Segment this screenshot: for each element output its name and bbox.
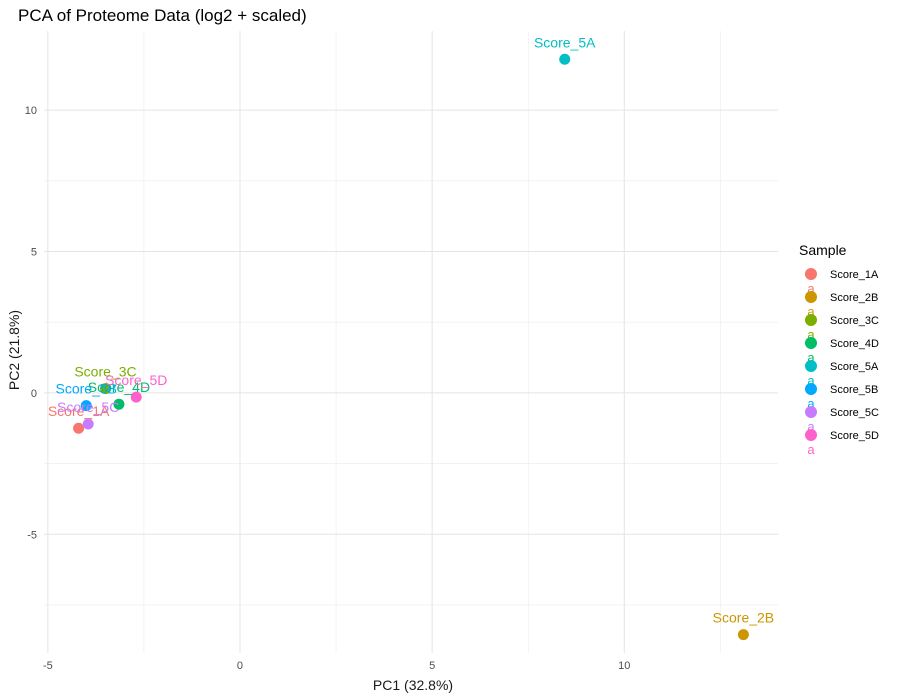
legend-label: Score_5A bbox=[830, 361, 879, 373]
point-label-score-1a: Score_1A bbox=[48, 403, 110, 419]
y-tick-label: 10 bbox=[25, 105, 37, 117]
legend-key-text: a bbox=[807, 442, 815, 457]
point-score-5b bbox=[80, 400, 92, 412]
legend-key-text: a bbox=[807, 373, 815, 388]
legend-label: Score_4D bbox=[830, 338, 879, 350]
legend-key-text: a bbox=[807, 327, 815, 342]
legend-key-text: a bbox=[807, 419, 815, 434]
point-score-4d bbox=[113, 398, 125, 410]
legend: Sample aScore_1AaScore_2BaScore_3CaScore… bbox=[799, 242, 879, 457]
legend-label: Score_5C bbox=[830, 407, 879, 419]
legend-title: Sample bbox=[799, 242, 847, 258]
legend-key-point bbox=[805, 291, 817, 303]
y-tick-label: -5 bbox=[27, 529, 37, 541]
y-axis-label: PC2 (21.8%) bbox=[6, 310, 22, 390]
y-tick-label: 5 bbox=[31, 247, 37, 259]
point-label-score-5a: Score_5A bbox=[534, 34, 596, 50]
legend-label: Score_5B bbox=[830, 384, 878, 396]
y-tick-label: 0 bbox=[31, 388, 37, 400]
legend-key-text: a bbox=[807, 396, 815, 411]
point-label-score-4d: Score_4D bbox=[88, 379, 150, 395]
x-tick-label: 5 bbox=[429, 660, 435, 672]
legend-key-point bbox=[805, 429, 817, 441]
legend-key-point bbox=[805, 268, 817, 280]
legend-item: a Score_4D bbox=[805, 337, 879, 365]
point-label-score-5b: Score_5B bbox=[56, 381, 117, 397]
point-label-score-5c: Score_5C bbox=[57, 399, 119, 415]
point-score-5c bbox=[82, 418, 94, 430]
legend-item: a Score_3C bbox=[805, 314, 879, 342]
legend-key-text: a bbox=[807, 304, 815, 319]
point-label-score-5d: Score_5D bbox=[105, 372, 167, 388]
legend-item: a Score_5A bbox=[805, 360, 879, 388]
legend-item: a Score_5B bbox=[805, 383, 878, 411]
legend-key-text: a bbox=[807, 281, 815, 296]
point-label-score-2b: Score_2B bbox=[713, 610, 774, 626]
legend-item: a Score_5C bbox=[805, 406, 879, 434]
point-score-3c bbox=[99, 383, 111, 395]
legend-key-point bbox=[805, 383, 817, 395]
point-label-score-3c: Score_3C bbox=[74, 364, 136, 380]
x-tick-label: -5 bbox=[43, 660, 53, 672]
data-points bbox=[73, 53, 749, 641]
legend-item: a Score_2B bbox=[805, 291, 878, 319]
legend-label: Score_1A bbox=[830, 269, 879, 281]
x-axis-label: PC1 (32.8%) bbox=[373, 677, 453, 693]
chart-title: PCA of Proteome Data (log2 + scaled) bbox=[18, 6, 307, 25]
point-score-5d bbox=[130, 391, 142, 403]
x-tick-label: 0 bbox=[237, 660, 243, 672]
legend-item: a Score_1A bbox=[805, 268, 879, 296]
legend-label: Score_2B bbox=[830, 292, 878, 304]
point-score-1a bbox=[73, 422, 85, 434]
legend-item: a Score_5D bbox=[805, 429, 879, 457]
point-score-5a bbox=[559, 53, 571, 65]
legend-label: Score_5D bbox=[830, 430, 879, 442]
legend-key-point bbox=[805, 314, 817, 326]
legend-key-text: a bbox=[807, 350, 815, 365]
legend-key-point bbox=[805, 337, 817, 349]
x-tick-label: 10 bbox=[618, 660, 630, 672]
point-score-2b bbox=[737, 629, 749, 641]
grid-lines bbox=[44, 31, 778, 653]
legend-key-point bbox=[805, 406, 817, 418]
axis-ticks: -5 0 5 10 -5 0 5 10 bbox=[25, 105, 631, 672]
legend-label: Score_3C bbox=[830, 315, 879, 327]
legend-key-point bbox=[805, 360, 817, 372]
